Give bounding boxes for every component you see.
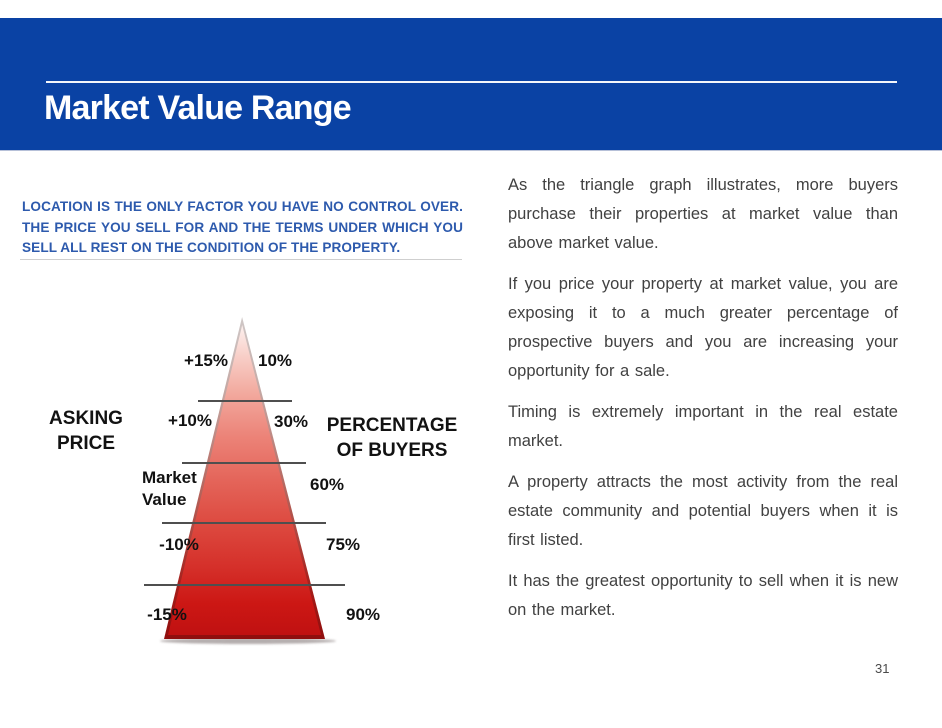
pyramid-gridline-2 [182,462,306,464]
pyramid-shadow [160,638,336,644]
percentage-of-buyers-axis-label: PERCENTAGE OF BUYERS [326,415,458,461]
page-title: Market Value Range [44,89,352,127]
body-paragraph: It has the greatest opportunity to sell … [508,572,898,619]
header-rule [46,81,897,83]
price-tick-market-value: Market Value [142,468,197,509]
body-paragraph: As the triangle graph illustrates, more … [508,176,898,252]
price-tick-plus10: +10% [168,411,212,430]
page-number: 31 [875,661,890,676]
pyramid-gridline-3 [162,522,326,524]
body-paragraph: If you price your property at market val… [508,275,898,380]
buyers-tick-75: 75% [325,535,361,554]
price-tick-minus10: -10% [159,535,199,554]
location-callout-text: LOCATION IS THE ONLY FACTOR YOU HAVE NO … [22,199,463,255]
buyers-tick-30: 30% [273,412,309,431]
price-tick-plus15: +15% [184,351,228,370]
market-value-pyramid-diagram: ASKING PRICE PERCENTAGE OF BUYERS +15% 1… [20,300,470,652]
pyramid-gridline-1 [198,400,292,402]
body-paragraph: Timing is extremely important in the rea… [508,403,898,450]
buyers-tick-60: 60% [309,475,345,494]
buyers-tick-90: 90% [345,605,381,624]
callout-divider [20,259,462,260]
body-text-column: As the triangle graph illustrates, more … [508,171,898,637]
body-paragraph: A property attracts the most activity fr… [508,473,898,549]
price-tick-minus15: -15% [147,605,187,624]
header-band: Market Value Range [0,18,942,151]
asking-price-axis-label: ASKING PRICE [49,408,123,454]
pyramid-gridline-4 [144,584,345,586]
buyers-tick-10: 10% [257,351,293,370]
